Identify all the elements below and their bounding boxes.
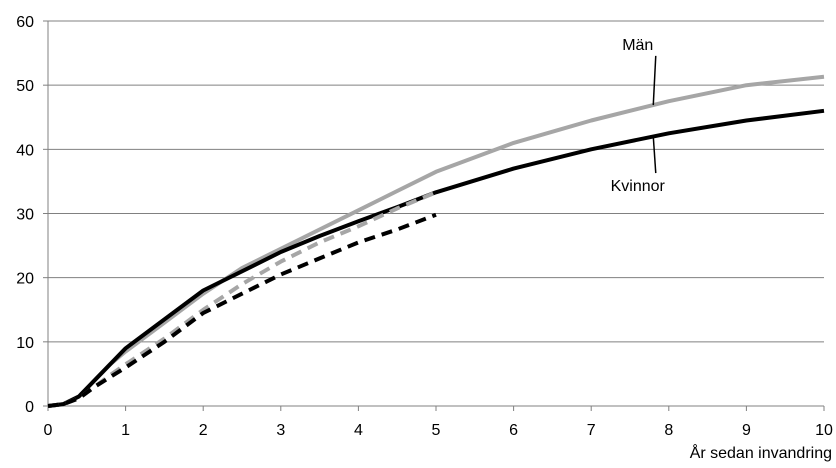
- x-tick-label-7: 7: [587, 422, 596, 439]
- x-tick-label-6: 6: [509, 422, 518, 439]
- y-tick-label-10: 10: [16, 335, 34, 352]
- x-axis-title: År sedan invandring: [690, 443, 832, 462]
- x-tick-label-4: 4: [354, 422, 363, 439]
- x-tick-label-8: 8: [664, 422, 673, 439]
- grid-lines: [48, 20, 824, 343]
- annotation-label-1: Män: [622, 37, 653, 54]
- annotation-leader-2: [652, 136, 657, 174]
- series-line-3: [47, 190, 437, 408]
- y-tick-label-30: 30: [16, 207, 34, 224]
- x-tick-label-1: 1: [121, 422, 130, 439]
- series-annotations: Män Kvinnor: [611, 37, 666, 195]
- annotation-label-2: Kvinnor: [611, 178, 666, 195]
- x-tick-label-0: 0: [44, 422, 53, 439]
- series-lines: [47, 74, 825, 408]
- y-tick-label-40: 40: [16, 142, 34, 159]
- y-tick-labels: 0 10 20 30 40 50 60: [16, 14, 48, 416]
- series-line-4: [47, 212, 437, 408]
- y-tick-label-60: 60: [16, 14, 34, 31]
- x-tick-label-9: 9: [742, 422, 751, 439]
- y-tick-label-50: 50: [16, 78, 34, 95]
- y-tick-label-20: 20: [16, 271, 34, 288]
- y-tick-label-0: 0: [25, 399, 34, 416]
- x-tick-labels: 0 1 2 3 4 5 6 7 8 9 10: [44, 406, 833, 439]
- x-tick-label-2: 2: [199, 422, 208, 439]
- annotation-leader-1: [652, 55, 657, 106]
- x-tick-label-10: 10: [815, 422, 833, 439]
- x-tick-label-3: 3: [276, 422, 285, 439]
- x-tick-label-5: 5: [432, 422, 441, 439]
- series-line-2: [47, 108, 825, 408]
